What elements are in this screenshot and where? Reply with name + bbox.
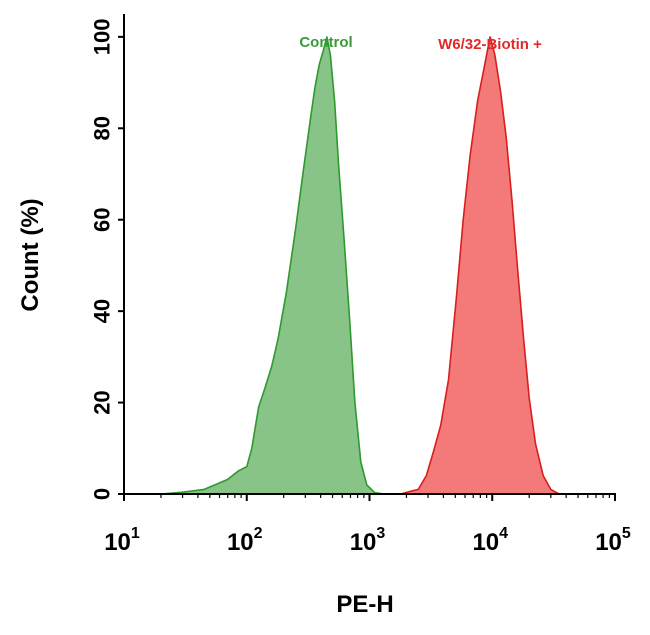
x-tick-label: 103 bbox=[350, 525, 386, 556]
series-layer bbox=[124, 36, 560, 495]
x-tick-label: 104 bbox=[472, 525, 508, 556]
legend-layer: Control W6/32-Biotin + bbox=[299, 34, 542, 53]
x-tick-label: 101 bbox=[104, 525, 140, 556]
y-tick-label: 40 bbox=[90, 299, 115, 323]
legend-label-control: Control bbox=[299, 34, 352, 51]
x-axis-title: PE-H bbox=[336, 591, 393, 618]
ticks-layer: 0 20 40 60 80 100 101 102 103 104 105 bbox=[90, 18, 631, 556]
axes-layer bbox=[123, 14, 616, 495]
y-tick-label: 100 bbox=[90, 18, 115, 55]
x-tick-label: 102 bbox=[227, 525, 263, 556]
y-tick-label: 0 bbox=[90, 488, 115, 500]
series-area-control bbox=[124, 36, 384, 495]
series-line-w6-32-biotin bbox=[400, 36, 560, 495]
y-tick-label: 20 bbox=[90, 390, 115, 414]
x-tick-label: 105 bbox=[595, 525, 631, 556]
y-tick-label: 60 bbox=[90, 207, 115, 231]
y-tick-label: 80 bbox=[90, 116, 115, 140]
legend-label-w6-32-biotin: W6/32-Biotin + bbox=[438, 36, 542, 53]
series-area-w6-32-biotin bbox=[400, 36, 559, 495]
y-axis-title: Count (%) bbox=[17, 198, 44, 311]
series-line-control bbox=[124, 36, 384, 495]
